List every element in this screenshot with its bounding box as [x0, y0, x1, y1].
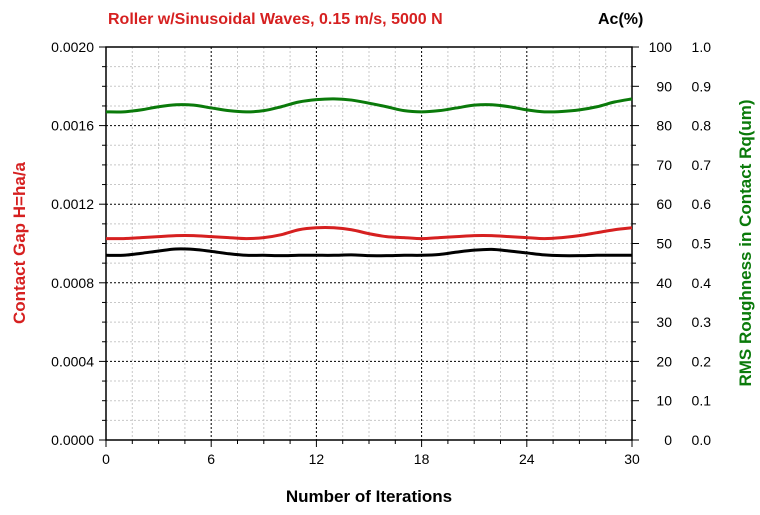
x-tick-label: 24 [519, 451, 535, 467]
ac-line [105, 247, 632, 258]
y-rq-tick-label: 0.1 [692, 393, 712, 409]
x-tick-label: 12 [309, 451, 325, 467]
y-ac-tick-label: 100 [649, 39, 673, 55]
y-rq-tick-label: 0.0 [692, 432, 712, 448]
x-tick-label: 18 [414, 451, 430, 467]
y-rq-tick-label: 0.8 [692, 118, 712, 134]
y-ac-tick-label: 50 [656, 236, 672, 252]
y-ac-tick-label: 90 [656, 78, 672, 94]
y-rq-tick-label: 0.3 [692, 314, 712, 330]
y-right-axis-title: RMS Roughness in Contact Rq(um) [736, 99, 755, 386]
x-tick-labels: 0 6 12 18 24 30 [102, 451, 640, 467]
y-left-tick-label: 0.0000 [51, 432, 94, 448]
x-tick-label: 6 [207, 451, 215, 467]
y-left-tick-label: 0.0012 [51, 196, 94, 212]
y-rq-tick-label: 0.4 [692, 275, 712, 291]
series-layer [105, 97, 633, 258]
y-ac-tick-label: 70 [656, 157, 672, 173]
y-left-tick-label: 0.0008 [51, 275, 94, 291]
y-rq-tick-label: 0.6 [692, 196, 712, 212]
y-rq-tick-label: 0.2 [692, 353, 712, 369]
x-axis-title: Number of Iterations [286, 487, 452, 506]
y-ac-tick-label: 20 [656, 353, 672, 369]
y-rq-tick-label: 0.7 [692, 157, 712, 173]
y-rq-tick-label: 0.5 [692, 236, 712, 252]
y-ac-tick-label: 30 [656, 314, 672, 330]
y-rq-tick-label: 0.9 [692, 78, 712, 94]
y-left-tick-label: 0.0004 [51, 353, 94, 369]
y-ac-tick-labels: 0 10 20 30 40 50 60 70 80 90 100 [649, 39, 673, 448]
chart-title: Roller w/Sinusoidal Waves, 0.15 m/s, 500… [108, 11, 443, 28]
rq-line [105, 97, 633, 114]
y-left-tick-label: 0.0016 [51, 118, 94, 134]
y-left-tick-label: 0.0020 [51, 39, 94, 55]
x-tick-label: 0 [102, 451, 110, 467]
y-rq-tick-label: 1.0 [692, 39, 712, 55]
y-ac-tick-label: 40 [656, 275, 672, 291]
y-left-tick-labels: 0.0000 0.0004 0.0008 0.0012 0.0016 0.0020 [51, 39, 94, 448]
y-ac-tick-label: 0 [664, 432, 672, 448]
y-ac-tick-label: 10 [656, 393, 672, 409]
ac-axis-title: Ac(%) [598, 11, 643, 28]
axis-ticks [99, 46, 639, 447]
y-ac-tick-label: 60 [656, 196, 672, 212]
y-rq-tick-labels: 0.0 0.1 0.2 0.3 0.4 0.5 0.6 0.7 0.8 0.9 1.0 [692, 39, 712, 448]
y-left-axis-title: Contact Gap H=ha/a [10, 161, 29, 324]
y-ac-tick-label: 80 [656, 118, 672, 134]
contact-gap-line [105, 226, 633, 241]
x-tick-label: 30 [624, 451, 640, 467]
